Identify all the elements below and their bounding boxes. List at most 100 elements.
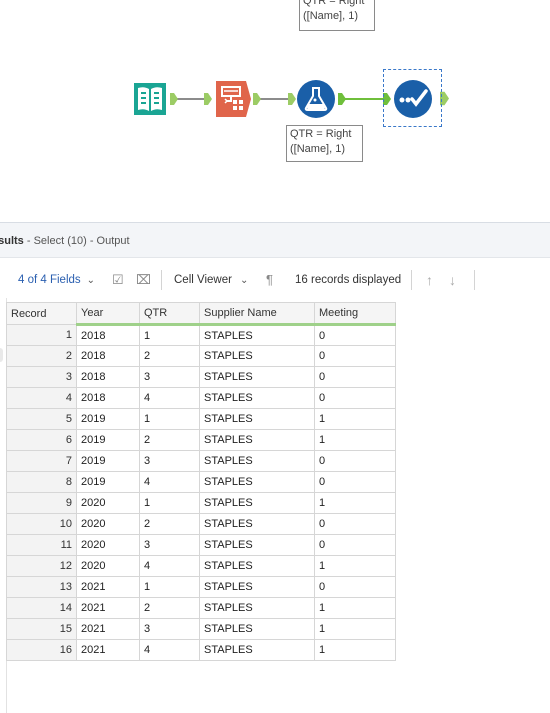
year-cell[interactable]: 2020 (76, 555, 140, 577)
table-row[interactable]: 11 2020 3 STAPLES 0 (6, 534, 396, 556)
meeting-cell[interactable]: 1 (314, 408, 396, 430)
qtr-cell[interactable]: 1 (139, 408, 200, 430)
meeting-cell[interactable]: 0 (314, 366, 396, 388)
year-cell[interactable]: 2021 (76, 618, 140, 640)
meeting-cell[interactable]: 0 (314, 324, 396, 346)
output-anchor[interactable] (440, 91, 449, 106)
qtr-cell[interactable]: 1 (139, 576, 200, 598)
supplier-name-cell[interactable]: STAPLES (199, 450, 315, 472)
input-anchor[interactable] (383, 93, 391, 105)
meeting-cell[interactable]: 0 (314, 471, 396, 493)
record-cell[interactable]: 3 (6, 366, 77, 388)
qtr-cell[interactable]: 3 (139, 366, 200, 388)
year-cell[interactable]: 2021 (76, 576, 140, 598)
meeting-cell[interactable]: 0 (314, 345, 396, 367)
pilcrow-icon[interactable]: ¶ (266, 272, 273, 287)
year-cell[interactable]: 2018 (76, 366, 140, 388)
supplier-name-cell[interactable]: STAPLES (199, 618, 315, 640)
year-cell[interactable]: 2021 (76, 639, 140, 661)
table-row[interactable]: 6 2019 2 STAPLES 1 (6, 429, 396, 451)
supplier-name-cell[interactable]: STAPLES (199, 639, 315, 661)
check-all-icon[interactable]: ☑ (112, 272, 124, 287)
qtr-cell[interactable]: 3 (139, 618, 200, 640)
column-header-year[interactable]: Year (76, 302, 140, 326)
record-cell[interactable]: 7 (6, 450, 77, 472)
input-anchor[interactable] (204, 93, 212, 105)
column-header-meeting[interactable]: Meeting (314, 302, 396, 326)
input-data-tool[interactable] (130, 79, 170, 119)
meeting-cell[interactable]: 0 (314, 450, 396, 472)
supplier-name-cell[interactable]: STAPLES (199, 555, 315, 577)
meeting-cell[interactable]: 1 (314, 492, 396, 514)
record-cell[interactable]: 9 (6, 492, 77, 514)
record-cell[interactable]: 12 (6, 555, 77, 577)
year-cell[interactable]: 2019 (76, 450, 140, 472)
record-cell[interactable]: 10 (6, 513, 77, 535)
meeting-cell[interactable]: 1 (314, 597, 396, 619)
record-cell[interactable]: 8 (6, 471, 77, 493)
meeting-cell[interactable]: 0 (314, 534, 396, 556)
qtr-cell[interactable]: 4 (139, 471, 200, 493)
year-cell[interactable]: 2018 (76, 345, 140, 367)
table-row[interactable]: 15 2021 3 STAPLES 1 (6, 618, 396, 640)
supplier-name-cell[interactable]: STAPLES (199, 366, 315, 388)
table-row[interactable]: 1 2018 1 STAPLES 0 (6, 324, 396, 346)
qtr-cell[interactable]: 3 (139, 450, 200, 472)
output-anchor[interactable] (253, 93, 261, 105)
qtr-cell[interactable]: 4 (139, 387, 200, 409)
supplier-name-cell[interactable]: STAPLES (199, 513, 315, 535)
supplier-name-cell[interactable]: STAPLES (199, 471, 315, 493)
table-row[interactable]: 5 2019 1 STAPLES 1 (6, 408, 396, 430)
column-header-supplier-name[interactable]: Supplier Name (199, 302, 315, 326)
arrow-down-icon[interactable]: ↓ (449, 272, 456, 288)
qtr-cell[interactable]: 2 (139, 345, 200, 367)
record-cell[interactable]: 5 (6, 408, 77, 430)
table-row[interactable]: 10 2020 2 STAPLES 0 (6, 513, 396, 535)
supplier-name-cell[interactable]: STAPLES (199, 597, 315, 619)
meeting-cell[interactable]: 0 (314, 576, 396, 598)
text-to-columns-tool[interactable] (213, 79, 253, 119)
meeting-cell[interactable]: 0 (314, 387, 396, 409)
supplier-name-cell[interactable]: STAPLES (199, 387, 315, 409)
column-header-record[interactable]: Record (6, 302, 77, 325)
table-row[interactable]: 16 2021 4 STAPLES 1 (6, 639, 396, 661)
select-tool[interactable] (393, 79, 433, 119)
table-row[interactable]: 12 2020 4 STAPLES 1 (6, 555, 396, 577)
meeting-cell[interactable]: 1 (314, 618, 396, 640)
record-cell[interactable]: 4 (6, 387, 77, 409)
qtr-cell[interactable]: 3 (139, 534, 200, 556)
table-row[interactable]: 8 2019 4 STAPLES 0 (6, 471, 396, 493)
year-cell[interactable]: 2019 (76, 408, 140, 430)
meeting-cell[interactable]: 1 (314, 555, 396, 577)
supplier-name-cell[interactable]: STAPLES (199, 492, 315, 514)
table-row[interactable]: 4 2018 4 STAPLES 0 (6, 387, 396, 409)
supplier-name-cell[interactable]: STAPLES (199, 324, 315, 346)
meeting-cell[interactable]: 1 (314, 429, 396, 451)
supplier-name-cell[interactable]: STAPLES (199, 576, 315, 598)
year-cell[interactable]: 2019 (76, 471, 140, 493)
output-anchor[interactable] (170, 93, 178, 105)
table-row[interactable]: 7 2019 3 STAPLES 0 (6, 450, 396, 472)
qtr-cell[interactable]: 4 (139, 555, 200, 577)
qtr-cell[interactable]: 4 (139, 639, 200, 661)
record-cell[interactable]: 15 (6, 618, 77, 640)
record-cell[interactable]: 13 (6, 576, 77, 598)
qtr-cell[interactable]: 2 (139, 597, 200, 619)
formula-tool[interactable] (296, 79, 336, 119)
arrow-up-icon[interactable]: ↑ (426, 272, 433, 288)
meeting-cell[interactable]: 0 (314, 513, 396, 535)
input-anchor[interactable] (288, 93, 296, 105)
output-anchor[interactable] (338, 93, 346, 105)
year-cell[interactable]: 2020 (76, 492, 140, 514)
fields-dropdown[interactable]: 4 of 4 Fields ⌄ (18, 262, 95, 298)
qtr-cell[interactable]: 1 (139, 324, 200, 346)
record-cell[interactable]: 1 (6, 324, 77, 346)
supplier-name-cell[interactable]: STAPLES (199, 534, 315, 556)
year-cell[interactable]: 2018 (76, 324, 140, 346)
supplier-name-cell[interactable]: STAPLES (199, 429, 315, 451)
supplier-name-cell[interactable]: STAPLES (199, 408, 315, 430)
year-cell[interactable]: 2019 (76, 429, 140, 451)
year-cell[interactable]: 2018 (76, 387, 140, 409)
meeting-cell[interactable]: 1 (314, 639, 396, 661)
year-cell[interactable]: 2020 (76, 534, 140, 556)
